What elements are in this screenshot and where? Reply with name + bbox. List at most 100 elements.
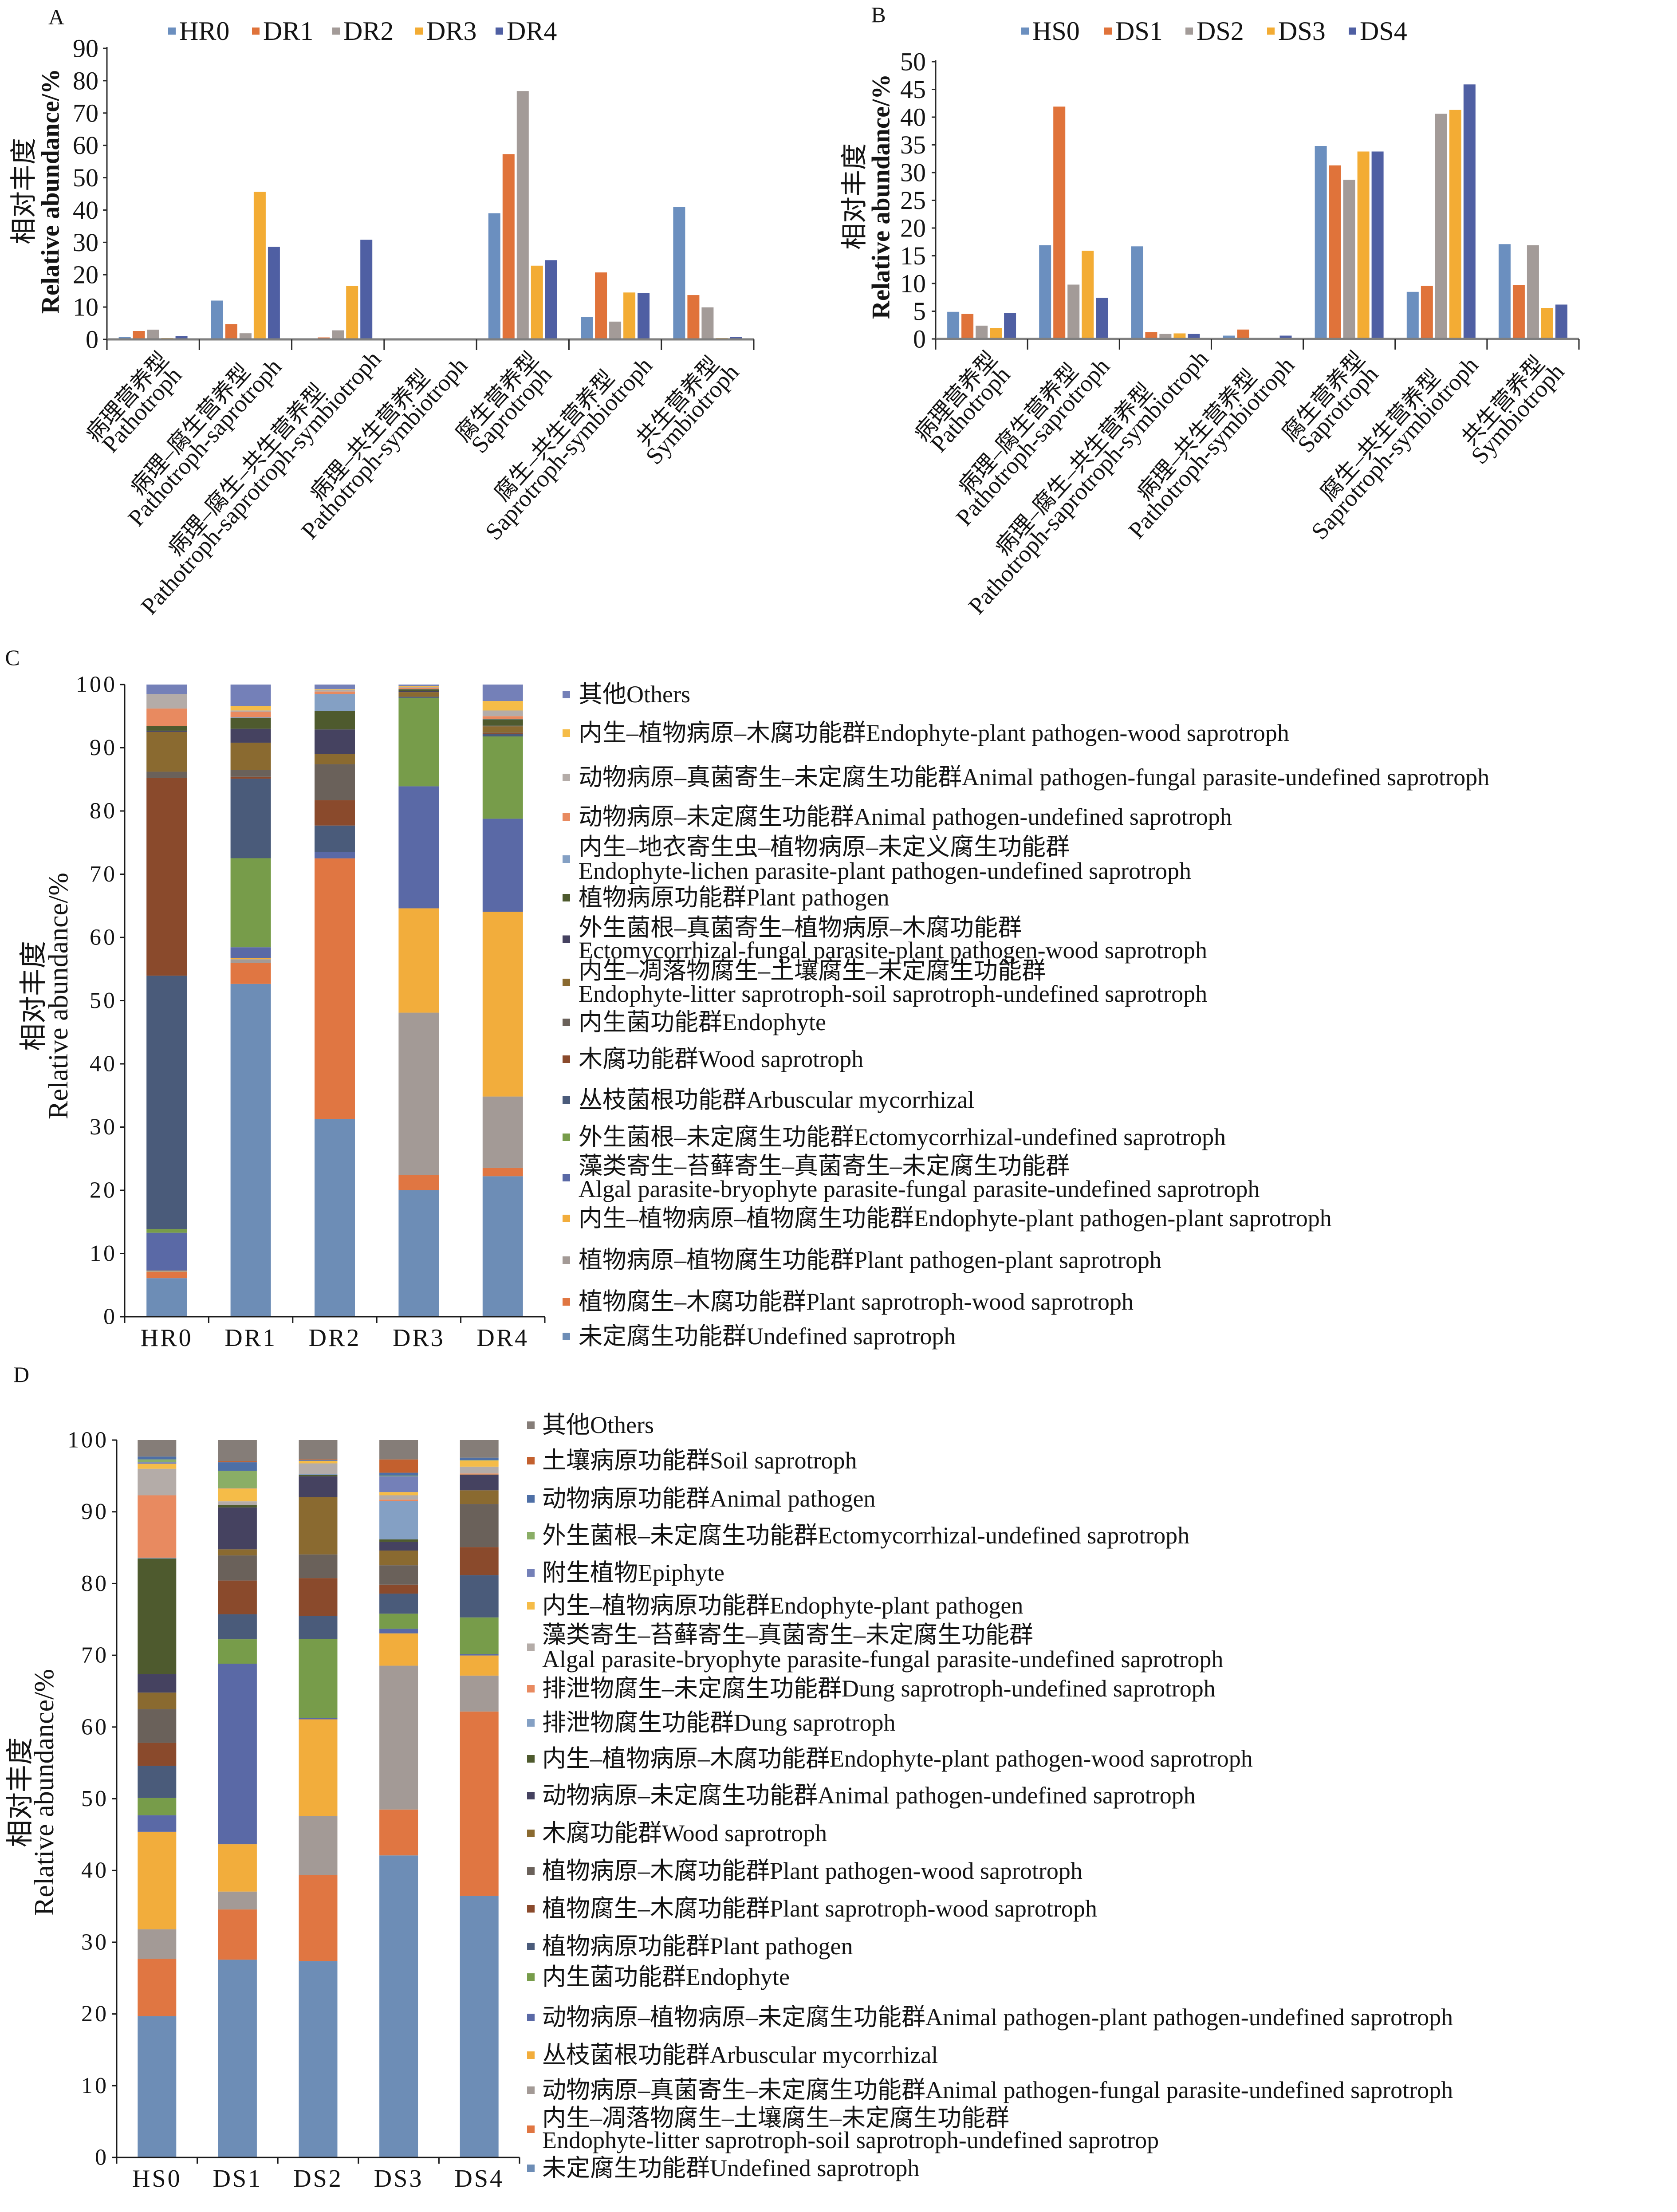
bar-segment-DR4-6 (482, 734, 523, 736)
bar-segment-DS4-7 (460, 1547, 499, 1575)
bar-segment-DR2-16 (315, 685, 355, 689)
bar-segment-DS2-5 (299, 1639, 338, 1718)
legend-swatch (527, 1569, 535, 1577)
bar-segment-DS1-15 (218, 1488, 257, 1502)
bar-segment-DS3-4 (379, 1629, 418, 1633)
chart-D-plot: 0 10 20 30 40 50 60 70 80 90 100 HS0 DS1 DS2 DS3 DS4 其他O… (67, 1412, 1453, 2192)
bar-segment-DR4-13 (482, 716, 523, 719)
bar-DS2-6 (1527, 245, 1539, 339)
x-category-label-cn: 病理–共生营养型 (1132, 365, 1262, 505)
bar-segment-DS1-0 (218, 1960, 257, 2157)
legend-label-cn: 未定腐生功能群 (542, 2155, 710, 2181)
legend-item: 附生植物Epiphyte (527, 1559, 724, 1586)
panel-B: B 相对丰度 Relative abundance/% 051015202530… (840, 2, 1580, 619)
bar-HR0-6 (673, 207, 685, 339)
legend-label-cn: 土壤病原功能群 (542, 1447, 710, 1474)
legend-label-cn: 动物病原–真菌寄生–未定腐生功能群 (579, 764, 962, 791)
legend-label: 附生植物Epiphyte (542, 1559, 724, 1586)
bar-segment-HS0-1 (138, 1959, 177, 2016)
legend-item-DR4: DR4 (496, 16, 557, 46)
legend-swatch (563, 894, 570, 901)
legend-swatch (527, 2086, 535, 2094)
y-tick-label: 90 (90, 735, 117, 760)
bar-segment-DR3-0 (398, 1190, 439, 1317)
legend-swatch (332, 28, 340, 35)
bar-segment-DS1-9 (218, 1549, 257, 1556)
legend-label-cn: 木腐功能群 (579, 1046, 698, 1072)
legend-label-en: Others (590, 1412, 654, 1438)
bar-segment-DS3-10 (379, 1542, 418, 1551)
legend-label-en: Animal pathogen (710, 1485, 875, 1512)
legend-label: 动物病原–真菌寄生–未定腐生功能群Animal pathogen-fungal … (542, 2077, 1453, 2103)
legend-label-cn: 丛枝菌根功能群 (579, 1086, 746, 1113)
y-tick-label: 30 (900, 158, 926, 187)
legend-label: 排泄物腐生–未定腐生功能群Dung saprotroph-undefined s… (542, 1675, 1216, 1702)
legend-label-en: Animal pathogen-fungal parasite-undefine… (925, 2077, 1453, 2103)
bar-segment-DR4-5 (482, 736, 523, 819)
y-tick-label: 60 (73, 131, 98, 160)
legend-item: 外生菌根–未定腐生功能群Ectomycorrhizal-undefined sa… (527, 1522, 1189, 1549)
bar-HR0-0 (118, 337, 131, 339)
bar-segment-DS4-15 (460, 1460, 499, 1467)
bar-segment-DR3-3 (398, 908, 439, 1013)
legend-swatch (168, 28, 176, 35)
bar-segment-DS4-3 (460, 1655, 499, 1676)
legend-label-cn: 内生–植物病原–木腐功能群 (579, 720, 866, 746)
bar-segment-DS3-15 (379, 1492, 418, 1496)
bar-segment-DR3-16 (398, 685, 439, 686)
legend-label: 木腐功能群Wood saprotroph (542, 1820, 827, 1846)
bar-segment-DS1-2 (218, 1891, 257, 1910)
bar-segment-HR0-6 (146, 976, 187, 1229)
legend-swatch (527, 1943, 535, 1950)
bar-segment-DS1-20 (218, 1440, 257, 1461)
x-category-label: DS4 (454, 2165, 504, 2192)
legend-label: 动物病原功能群Animal pathogen (542, 1485, 875, 1512)
bar-DS2-4 (1343, 180, 1355, 339)
bar-segment-DS3-1 (379, 1809, 418, 1856)
legend-label: 内生–植物病原–植物腐生功能群Endophyte-plant pathogen-… (579, 1205, 1332, 1232)
bar-segment-DR4-11 (482, 719, 523, 726)
y-tick-label: 35 (900, 130, 926, 159)
y-tick-label: 60 (90, 925, 117, 950)
legend-swatch (563, 729, 570, 737)
legend-label-cn: 内生菌功能群 (542, 1964, 686, 1990)
bar-DS1-3 (1237, 329, 1249, 339)
bar-segment-DS3-14 (379, 1495, 418, 1500)
x-category-label: HR0 (141, 1324, 193, 1352)
y-tick-label: 0 (95, 2145, 109, 2170)
bar-segment-HS0-8 (138, 1709, 177, 1743)
bar-segment-HR0-7 (146, 778, 187, 976)
bar-DR2-0 (147, 330, 159, 339)
bar-segment-DR1-9 (230, 742, 271, 770)
legend-swatch (527, 1755, 535, 1763)
y-tick-label: 100 (76, 672, 117, 697)
legend-item: 未定腐生功能群Undefined saprotroph (563, 1323, 956, 1350)
legend-label: 动物病原–未定腐生功能群Animal pathogen-undefined sa… (542, 1782, 1196, 1809)
bar-segment-HS0-3 (138, 1831, 177, 1929)
y-axis-title-cn: 相对丰度 (5, 1737, 35, 1847)
bar-HS0-1 (1039, 245, 1051, 339)
legend-label: HS0 (1032, 16, 1080, 46)
bar-segment-DS1-3 (218, 1844, 257, 1892)
bar-segment-HS0-16 (138, 1462, 177, 1464)
legend-label: DS4 (1360, 16, 1407, 46)
legend-swatch (527, 2165, 535, 2172)
legend-label-en: Endophyte-plant pathogen-wood saprotroph (866, 720, 1289, 746)
y-axis-title-en: Relative abundance/% (37, 69, 65, 314)
y-tick-label: 50 (90, 988, 117, 1013)
bar-segment-DR1-12 (230, 717, 271, 718)
bar-segment-DR4-4 (482, 819, 523, 912)
bar-segment-DR3-11 (398, 689, 439, 691)
bar-segment-DS3-12 (379, 1501, 418, 1539)
y-tick-label: 50 (900, 47, 926, 76)
x-category-label: DR3 (393, 1324, 445, 1352)
bar-DS4-3 (1279, 335, 1292, 339)
bar-segment-DR2-11 (315, 711, 355, 730)
legend-item: 其他Others (563, 681, 690, 708)
bar-segment-DR3-1 (398, 1175, 439, 1190)
bar-segment-DR4-7 (482, 733, 523, 734)
legend-swatch (527, 1495, 535, 1503)
